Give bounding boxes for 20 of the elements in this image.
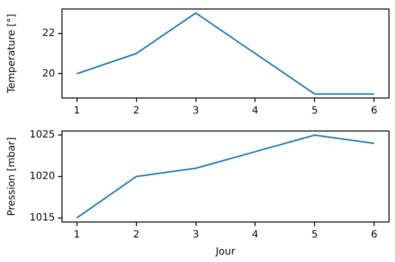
x-tick-label: 2 <box>133 106 140 117</box>
x-tick-label: 5 <box>311 106 318 117</box>
y-tick-label: 1015 <box>30 212 55 224</box>
y-tick-label: 1020 <box>30 171 55 182</box>
x-tick-label: 4 <box>252 230 258 241</box>
x-tick-label: 1 <box>74 106 80 117</box>
x-axis-title: Jour <box>214 246 236 258</box>
y-tick-label: 22 <box>42 28 55 39</box>
x-tick-label: 1 <box>74 230 80 241</box>
y-axis-title: Pression [mbar] <box>6 136 18 216</box>
x-tick-label: 6 <box>370 106 378 117</box>
x-tick-label: 3 <box>192 106 199 117</box>
x-tick-label: 6 <box>370 230 378 241</box>
x-tick-label: 4 <box>252 106 258 117</box>
y-axis-title: Temperature [°] <box>6 14 18 94</box>
y-tick-label: 20 <box>42 68 55 80</box>
x-tick-label: 3 <box>192 230 199 241</box>
x-tick-label: 5 <box>311 230 318 241</box>
x-tick-label: 2 <box>133 230 140 241</box>
y-tick-label: 1025 <box>30 130 55 141</box>
